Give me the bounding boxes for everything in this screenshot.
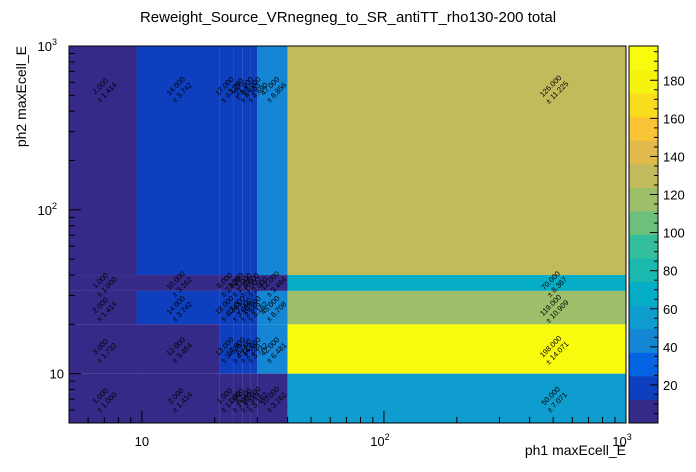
x-tick-label: 102	[370, 432, 389, 449]
heatmap-cell	[250, 290, 258, 325]
heatmap-cell	[257, 46, 288, 276]
y-axis-label: ph2 maxEcell_E	[13, 46, 29, 147]
colorbar-tick-label: 40	[663, 340, 677, 355]
colorbar-segment	[629, 352, 658, 377]
cell-label: 47.000± 6.856	[259, 75, 289, 105]
heatmap-cell	[219, 46, 234, 276]
heatmap-cell	[219, 290, 234, 325]
y-tick-label: 103	[38, 37, 57, 54]
heatmap-cell	[136, 46, 220, 276]
heatmap-cell	[69, 275, 137, 291]
heatmap-cell	[242, 373, 251, 423]
heatmap-cell	[69, 46, 137, 276]
colorbar-segment	[629, 234, 658, 259]
colorbar-segment	[629, 116, 658, 141]
heatmap-cell	[233, 324, 243, 374]
heatmap-cell	[250, 46, 258, 276]
heatmap-cell	[219, 373, 234, 423]
heatmap-cell	[242, 275, 251, 291]
heatmap-cell	[257, 290, 288, 325]
heatmap-cell	[287, 46, 626, 276]
heatmap-cell	[233, 290, 243, 325]
colorbar: 20 40 60 80 100 120 140 160 180	[628, 45, 685, 424]
colorbar-segment	[629, 163, 658, 188]
colorbar-tick-label: 100	[663, 226, 685, 241]
heatmap-cell	[69, 373, 137, 423]
heatmap-cell	[287, 290, 626, 325]
chart-title: Reweight_Source_VRnegneg_to_SR_antiTT_rh…	[140, 9, 556, 26]
colorbar-tick-label: 180	[663, 73, 685, 88]
plot-frame	[68, 45, 627, 424]
colorbar-segment	[629, 258, 658, 283]
heatmap-cell	[287, 275, 626, 291]
heatmap-cells	[69, 46, 626, 423]
heatmap-cell	[257, 373, 288, 423]
heatmap-cell	[136, 275, 220, 291]
colorbar-tick-label: 80	[663, 264, 677, 279]
heatmap-cell	[219, 275, 234, 291]
colorbar-frame	[628, 45, 659, 424]
x-axis-label: ph1 maxEcell_E	[525, 442, 626, 458]
colorbar-segment	[629, 93, 658, 118]
heatmap-cell	[242, 324, 251, 374]
heatmap-cell	[242, 46, 251, 276]
heatmap-cell	[69, 324, 137, 374]
colorbar-segment	[629, 281, 658, 306]
colorbar-segment	[629, 375, 658, 400]
y-tick-label: 10	[50, 367, 64, 382]
x-axis: 10 102 103	[68, 411, 632, 449]
colorbar-segment	[629, 399, 658, 424]
heatmap-cell	[257, 275, 288, 291]
colorbar-tick-label: 20	[663, 378, 677, 393]
colorbar-segment	[629, 328, 658, 353]
colorbar-segment	[629, 210, 658, 235]
heatmap-cell	[287, 373, 626, 423]
colorbar-tick-label: 160	[663, 111, 685, 126]
colorbar-tick-label: 120	[663, 188, 685, 203]
heatmap-cell	[242, 290, 251, 325]
heatmap-cell	[136, 373, 220, 423]
heatmap-cell	[136, 324, 220, 374]
y-tick-label: 102	[38, 201, 57, 218]
colorbar-segment	[629, 140, 658, 165]
heatmap-cell	[233, 373, 243, 423]
colorbar-tick-label: 140	[663, 149, 685, 164]
heatmap-cell	[69, 290, 137, 325]
heatmap-cell	[219, 324, 234, 374]
colorbar-segment	[629, 187, 658, 212]
heatmap-cell	[287, 324, 626, 374]
heatmap-cell	[250, 275, 258, 291]
x-tick-label: 10	[135, 434, 149, 449]
colorbar-segment	[629, 69, 658, 94]
colorbar-segment	[629, 46, 658, 71]
heatmap-cell	[233, 275, 243, 291]
heatmap-cell	[250, 373, 258, 423]
heatmap-cell	[257, 324, 288, 374]
heatmap-cell	[136, 290, 220, 325]
heatmap-cell	[233, 46, 243, 276]
colorbar-tick-label: 60	[663, 302, 677, 317]
heatmap-cell	[250, 324, 258, 374]
